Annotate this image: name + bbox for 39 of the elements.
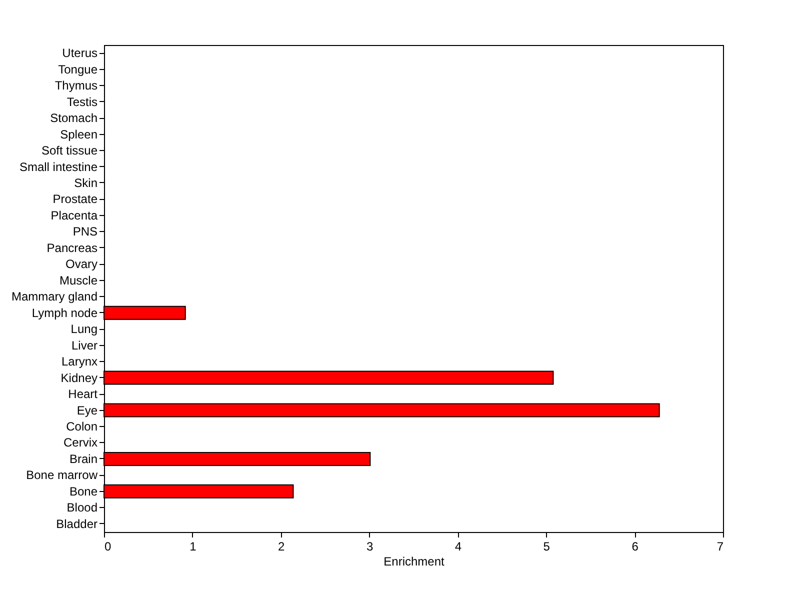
y-tick-label: Testis (66, 94, 98, 109)
y-tick-label: Eye (76, 403, 98, 418)
y-tick-label: Liver (71, 338, 98, 352)
y-tick-label: Brain (69, 452, 98, 466)
y-tick-label: Cervix (63, 436, 98, 450)
y-tick-label: Larynx (61, 354, 98, 369)
y-tick-label: Bladder (56, 516, 98, 531)
x-tick-label: 1 (190, 540, 197, 554)
x-axis-title: Enrichment (384, 554, 446, 568)
y-tick-label: Placenta (50, 208, 98, 222)
y-tick-label: Skin (74, 176, 98, 190)
y-tick-label: Stomach (50, 111, 98, 126)
y-tick-label: Ovary (65, 257, 98, 272)
y-tick-label: Blood (66, 500, 98, 515)
y-tick-label: Mammary gland (11, 290, 98, 304)
x-tick-label: 5 (543, 540, 550, 554)
y-tick-label: Small intestine (19, 160, 98, 174)
x-tick-label: 0 (104, 540, 112, 554)
y-tick-label: Heart (68, 387, 98, 402)
y-tick-label: Muscle (59, 273, 98, 288)
y-tick-label: Colon (66, 419, 98, 434)
x-tick-label: 4 (454, 540, 462, 554)
y-tick-label: Uterus (62, 46, 98, 60)
y-tick-label: Bone marrow (26, 468, 98, 482)
y-tick-label: PNS (72, 224, 98, 239)
x-tick-label: 6 (632, 540, 639, 554)
y-tick-label: Lung (70, 322, 98, 336)
y-tick-label: Spleen (60, 127, 98, 142)
y-tick-label: Lymph node (32, 306, 98, 320)
y-tick-label: Soft tissue (41, 144, 98, 158)
y-tick-label: Prostate (52, 192, 98, 206)
y-tick-label: Pancreas (46, 240, 98, 255)
y-tick-label: Kidney (60, 370, 98, 385)
x-tick-label: 7 (716, 540, 724, 554)
x-tick-label: 3 (366, 540, 374, 554)
x-tick-label: 2 (278, 540, 286, 554)
y-tick-label: Tongue (58, 62, 98, 76)
y-tick-label: Bone (69, 484, 98, 498)
y-tick-label: Thymus (54, 78, 98, 93)
